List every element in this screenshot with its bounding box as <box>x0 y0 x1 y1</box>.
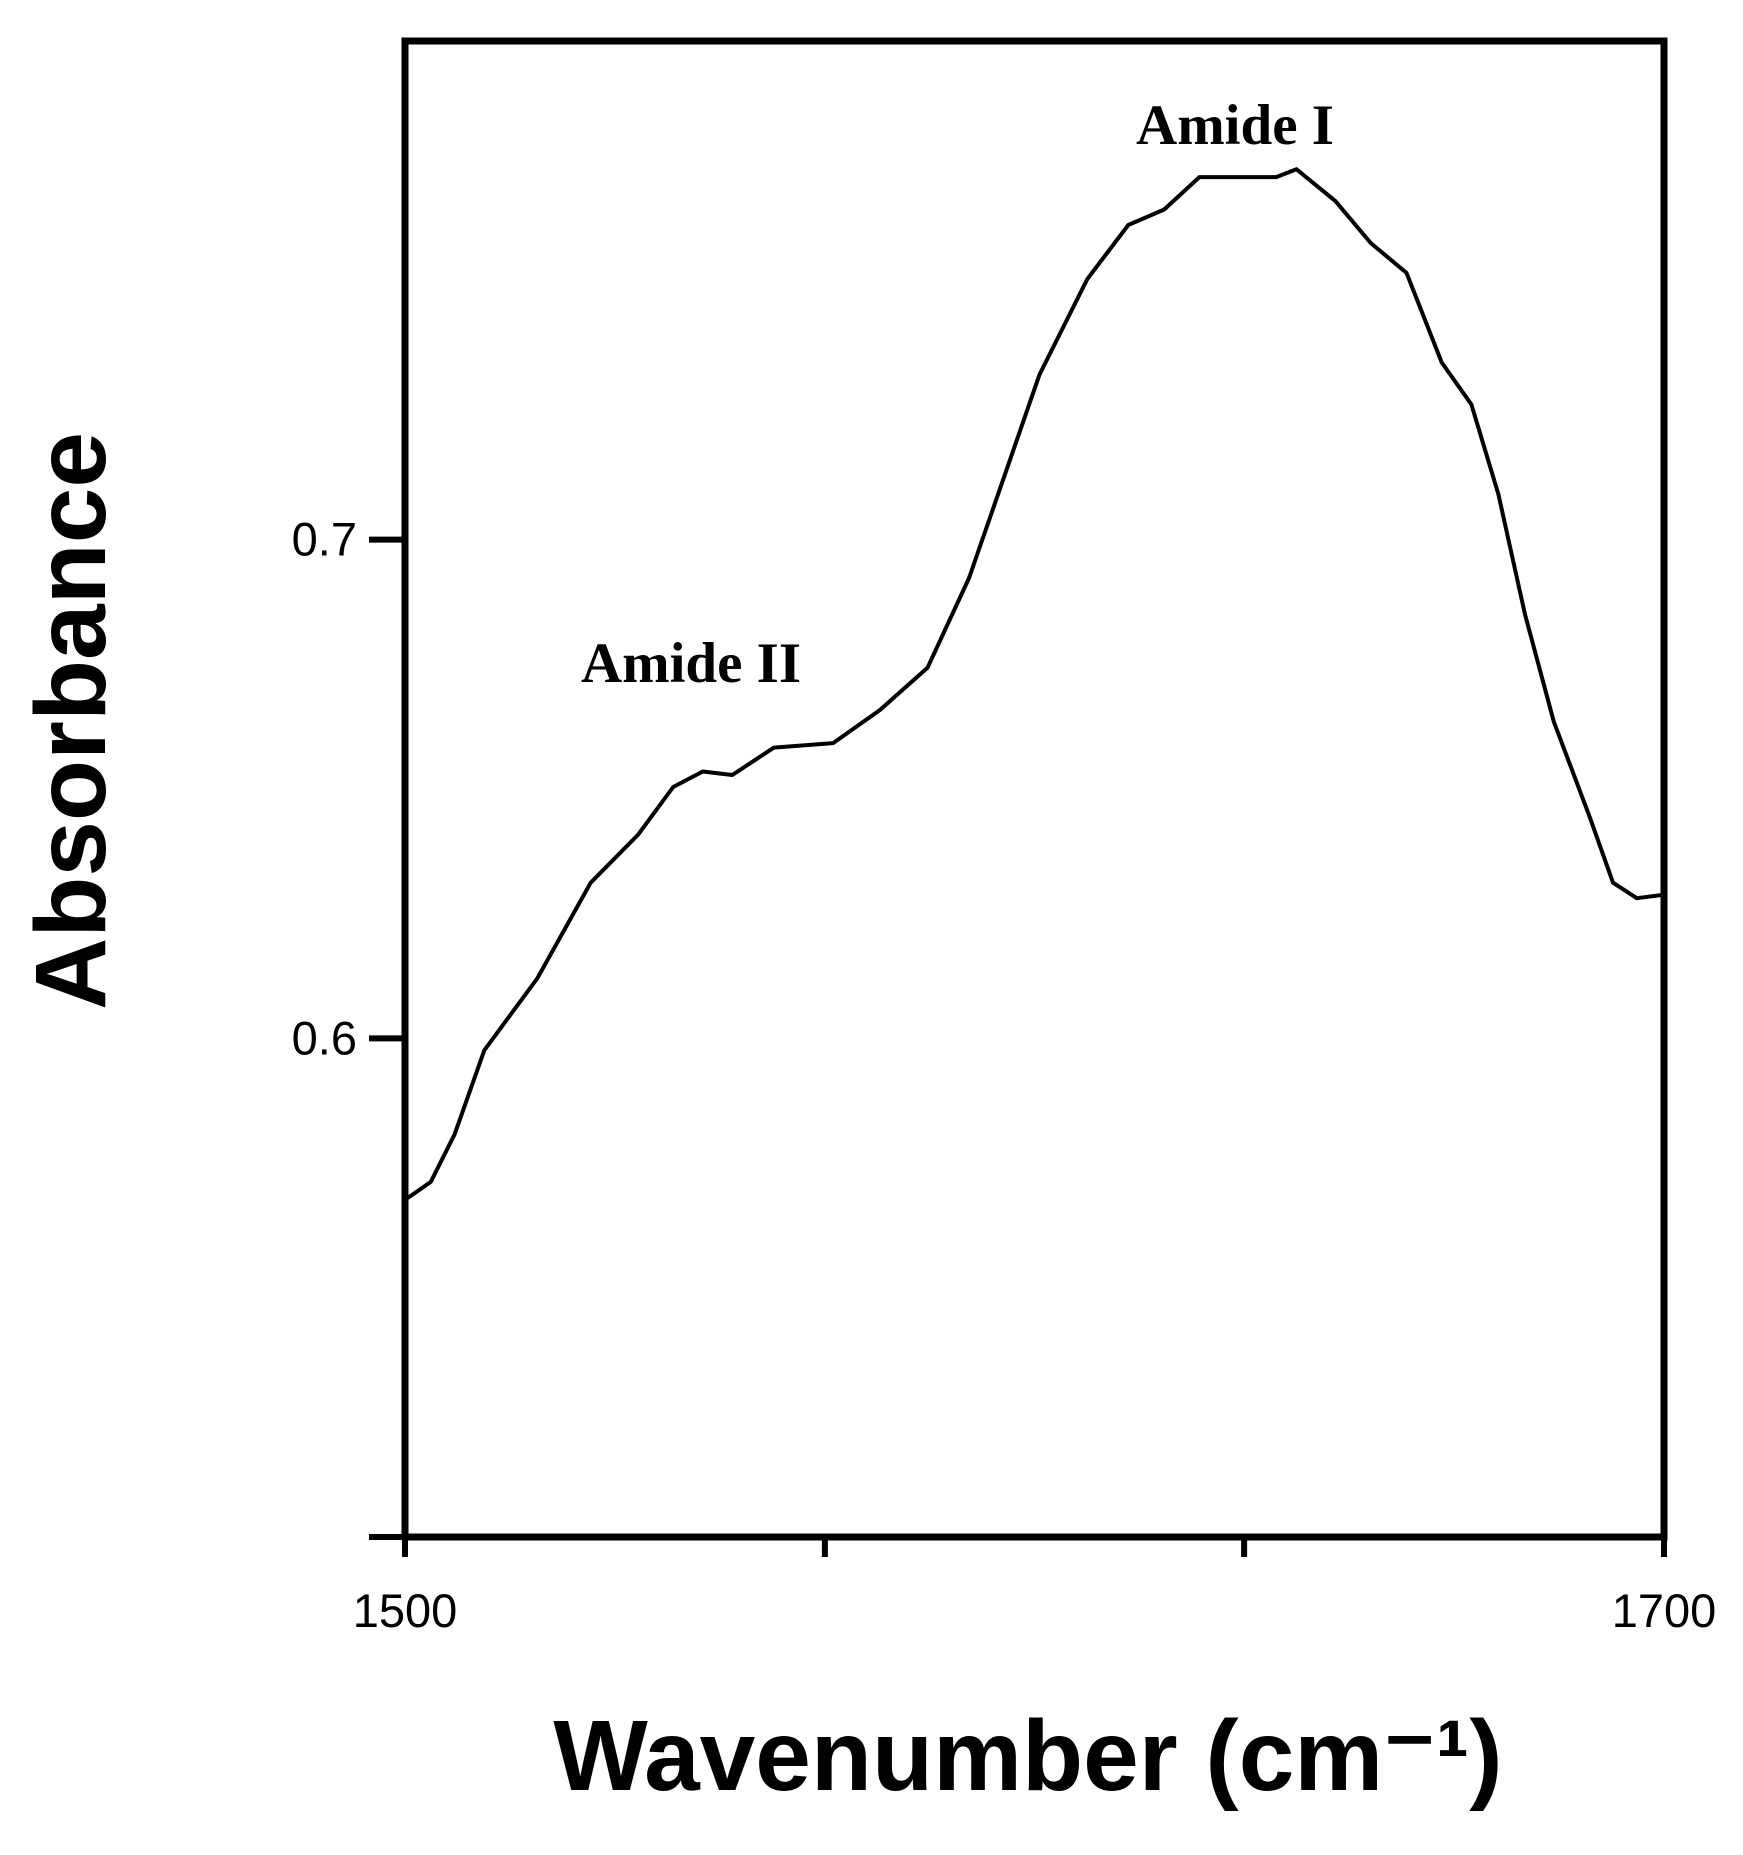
x-tick-label: 1500 <box>353 1584 458 1637</box>
x-axis-title: Wavenumber (cm⁻¹) <box>553 1700 1502 1812</box>
data-line <box>403 167 1665 1202</box>
y-tick-label: 0.7 <box>292 513 357 566</box>
y-tick-label: 0.6 <box>292 1011 357 1064</box>
annotation: Amide II <box>581 632 801 695</box>
plot-frame <box>401 37 1668 1541</box>
y-axis-title: Absorbance <box>15 432 127 1010</box>
x-tick-label: 1700 <box>1612 1584 1717 1637</box>
annotation: Amide I <box>1136 94 1334 157</box>
